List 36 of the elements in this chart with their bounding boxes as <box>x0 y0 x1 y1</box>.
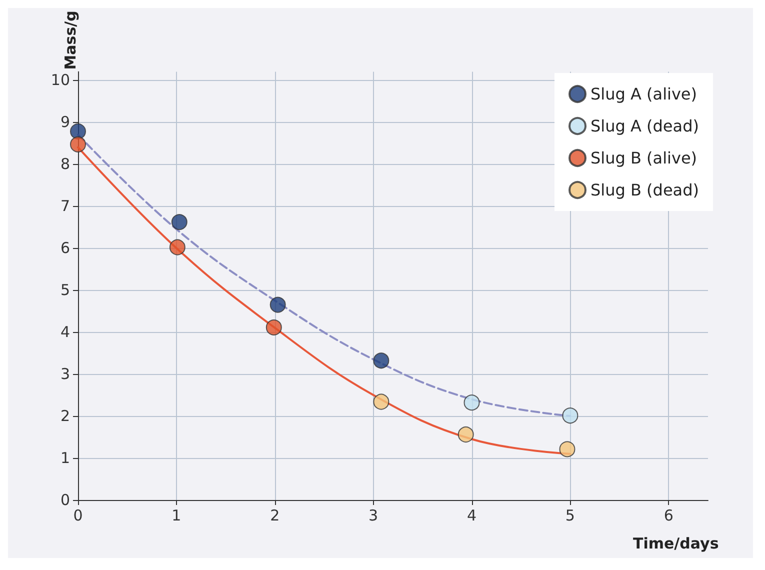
x-tick-label: 0 <box>73 506 83 524</box>
x-axis-title: Time/days <box>633 534 719 552</box>
point <box>373 394 390 410</box>
y-tick-label: 8 <box>60 155 70 174</box>
point <box>70 123 86 140</box>
legend-label: Slug B (dead) <box>590 180 700 200</box>
point <box>169 239 186 256</box>
point <box>458 426 474 442</box>
legend-label: Slug A (alive) <box>590 84 698 104</box>
legend-label: Slug B (alive) <box>590 148 698 168</box>
point <box>373 352 390 369</box>
point <box>270 296 286 313</box>
point <box>562 408 578 424</box>
y-tick-label: 3 <box>60 365 70 384</box>
y-axis-title: Mass/g <box>62 10 80 70</box>
y-tick-label: 1 <box>60 449 70 468</box>
x-tick-label: 3 <box>368 506 378 524</box>
x-tick-label: 2 <box>270 506 280 524</box>
y-tick-label: 0 <box>60 491 70 509</box>
y-tick-label: 6 <box>60 239 70 258</box>
point <box>266 319 282 336</box>
y-tick-label: 4 <box>60 323 70 342</box>
y-tick-label: 10 <box>50 71 70 90</box>
y-tick-label: 9 <box>60 113 70 132</box>
point <box>559 441 576 458</box>
point <box>70 136 86 152</box>
x-tick-label: 5 <box>565 506 575 524</box>
x-tick-label: 1 <box>172 506 182 524</box>
point <box>171 214 188 230</box>
point <box>464 394 480 411</box>
x-tick-label: 6 <box>664 506 674 524</box>
x-tick-label: 4 <box>466 506 477 524</box>
y-tick-label: 2 <box>60 407 70 426</box>
y-tick-label: 7 <box>60 197 70 216</box>
legend-label: Slug A (dead) <box>590 116 699 136</box>
y-tick-label: 5 <box>60 281 70 300</box>
